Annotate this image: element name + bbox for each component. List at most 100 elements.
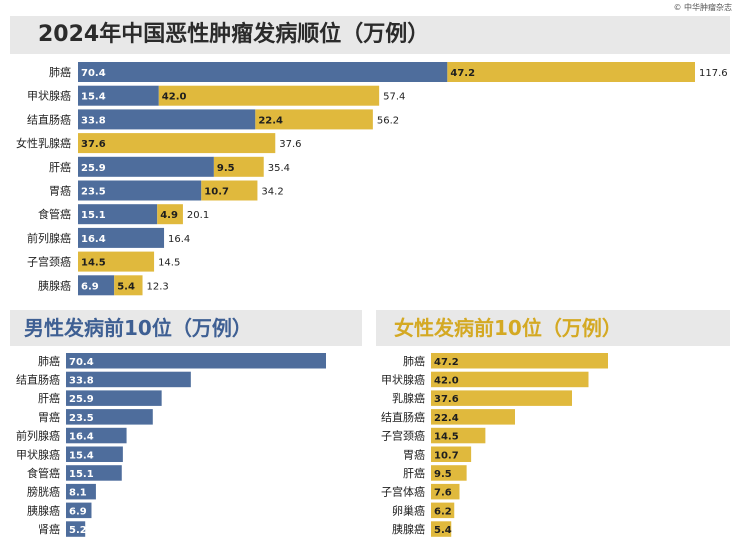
value-bar bbox=[66, 502, 92, 519]
category-label: 肺癌 bbox=[403, 354, 425, 368]
male-segment-bar bbox=[78, 275, 115, 296]
category-label: 甲状腺癌 bbox=[381, 372, 425, 386]
value-bar bbox=[66, 483, 96, 500]
total-value-label: 34.2 bbox=[261, 187, 283, 198]
main-category-label: 肝癌 bbox=[49, 160, 71, 174]
segment-value-label: 33.8 bbox=[81, 115, 106, 126]
female-chart-title: 女性发病前10位（万例） bbox=[376, 310, 730, 346]
category-label: 胃癌 bbox=[403, 447, 425, 461]
main-category-label: 肺癌 bbox=[49, 65, 71, 79]
total-value-label: 56.2 bbox=[377, 115, 399, 126]
segment-value-label: 15.1 bbox=[81, 210, 106, 221]
total-value-label: 57.4 bbox=[383, 92, 405, 103]
male-segment-bar bbox=[78, 109, 256, 130]
value-bar bbox=[431, 521, 452, 537]
bar-value-label: 47.2 bbox=[434, 357, 459, 368]
segment-value-label: 70.4 bbox=[81, 68, 106, 79]
category-label: 膀胱癌 bbox=[27, 485, 60, 499]
category-label: 子宫颈癌 bbox=[381, 429, 425, 443]
female-segment-bar bbox=[78, 251, 155, 272]
main-category-label: 子宫颈癌 bbox=[27, 255, 71, 269]
main-category-label: 甲状腺癌 bbox=[27, 89, 71, 103]
bar-value-label: 9.5 bbox=[434, 469, 452, 480]
total-value-label: 117.6 bbox=[699, 68, 728, 79]
bar-value-label: 42.0 bbox=[434, 375, 459, 386]
bar-value-label: 5.4 bbox=[434, 525, 452, 536]
value-bar bbox=[66, 409, 153, 425]
segment-value-label: 22.4 bbox=[258, 115, 283, 126]
male-segment-bar bbox=[78, 156, 214, 177]
bar-value-label: 14.5 bbox=[434, 432, 459, 443]
value-bar bbox=[66, 427, 127, 444]
female-segment-bar bbox=[201, 180, 258, 201]
male-chart-title: 男性发病前10位（万例） bbox=[10, 310, 362, 346]
main-category-label: 结直肠癌 bbox=[27, 112, 71, 126]
male-segment-bar bbox=[78, 227, 165, 248]
value-bar bbox=[431, 427, 486, 444]
value-bar bbox=[66, 371, 191, 388]
category-label: 肝癌 bbox=[38, 391, 60, 405]
bar-value-label: 15.1 bbox=[69, 469, 94, 480]
female-segment-bar bbox=[255, 109, 373, 130]
bar-value-label: 70.4 bbox=[69, 357, 94, 368]
value-bar bbox=[431, 353, 608, 369]
bar-value-label: 25.9 bbox=[69, 394, 94, 405]
category-label: 食管癌 bbox=[27, 466, 60, 480]
main-category-label: 食管癌 bbox=[38, 207, 71, 221]
segment-value-label: 9.5 bbox=[217, 163, 235, 174]
segment-value-label: 14.5 bbox=[81, 258, 106, 269]
value-bar bbox=[66, 446, 123, 462]
female-segment-bar bbox=[447, 62, 695, 82]
bar-value-label: 10.7 bbox=[434, 450, 459, 461]
category-label: 结直肠癌 bbox=[381, 410, 425, 424]
male-bar-chart: 肺癌 70.4 结直肠癌 33.8 肝癌 25.9 胃癌 23.5 前列腺癌 16.4 甲状腺癌 15… bbox=[16, 353, 326, 537]
main-category-label: 女性乳腺癌 bbox=[16, 136, 71, 150]
value-bar bbox=[66, 353, 326, 369]
category-label: 肺癌 bbox=[38, 354, 60, 368]
male-segment-bar bbox=[78, 62, 448, 82]
female-segment-bar bbox=[114, 275, 143, 296]
value-bar bbox=[66, 390, 162, 406]
bar-value-label: 22.4 bbox=[434, 413, 459, 424]
bar-value-label: 6.2 bbox=[434, 506, 452, 517]
category-label: 前列腺癌 bbox=[16, 429, 60, 443]
category-label: 肝癌 bbox=[403, 466, 425, 480]
source-credit: © 中华肿瘤杂志 bbox=[673, 3, 732, 12]
category-label: 乳腺癌 bbox=[392, 391, 425, 405]
category-label: 结直肠癌 bbox=[16, 372, 60, 386]
bar-value-label: 37.6 bbox=[434, 394, 459, 405]
male-segment-bar bbox=[78, 204, 158, 225]
value-bar bbox=[66, 465, 122, 481]
total-value-label: 16.4 bbox=[168, 234, 190, 245]
value-bar bbox=[431, 483, 460, 500]
male-segment-bar bbox=[78, 85, 159, 106]
male-segment-bar bbox=[78, 180, 202, 201]
segment-value-label: 42.0 bbox=[162, 92, 187, 103]
segment-value-label: 25.9 bbox=[81, 163, 106, 174]
category-label: 卵巢癌 bbox=[392, 503, 425, 517]
segment-value-label: 5.4 bbox=[117, 281, 135, 292]
main-category-label: 胰腺癌 bbox=[38, 278, 71, 292]
segment-value-label: 23.5 bbox=[81, 187, 106, 198]
female-segment-bar bbox=[78, 133, 276, 154]
bar-value-label: 8.1 bbox=[69, 488, 87, 499]
segment-value-label: 16.4 bbox=[81, 234, 106, 245]
bar-value-label: 16.4 bbox=[69, 432, 94, 443]
female-segment-bar bbox=[157, 204, 183, 225]
female-segment-bar bbox=[213, 156, 264, 177]
value-bar bbox=[431, 371, 589, 388]
segment-value-label: 10.7 bbox=[204, 187, 229, 198]
category-label: 胰腺癌 bbox=[27, 503, 60, 517]
segment-value-label: 47.2 bbox=[450, 68, 475, 79]
segment-value-label: 6.9 bbox=[81, 281, 99, 292]
total-value-label: 35.4 bbox=[268, 163, 290, 174]
category-label: 肾癌 bbox=[38, 522, 60, 536]
main-chart-title: 2024年中国恶性肿瘤发病顺位（万例） bbox=[10, 16, 730, 54]
segment-value-label: 37.6 bbox=[81, 139, 106, 150]
bar-value-label: 33.8 bbox=[69, 375, 94, 386]
bar-value-label: 15.4 bbox=[69, 450, 94, 461]
category-label: 胃癌 bbox=[38, 410, 60, 424]
segment-value-label: 4.9 bbox=[160, 210, 178, 221]
female-segment-bar bbox=[158, 85, 380, 106]
category-label: 子宫体癌 bbox=[381, 485, 425, 499]
